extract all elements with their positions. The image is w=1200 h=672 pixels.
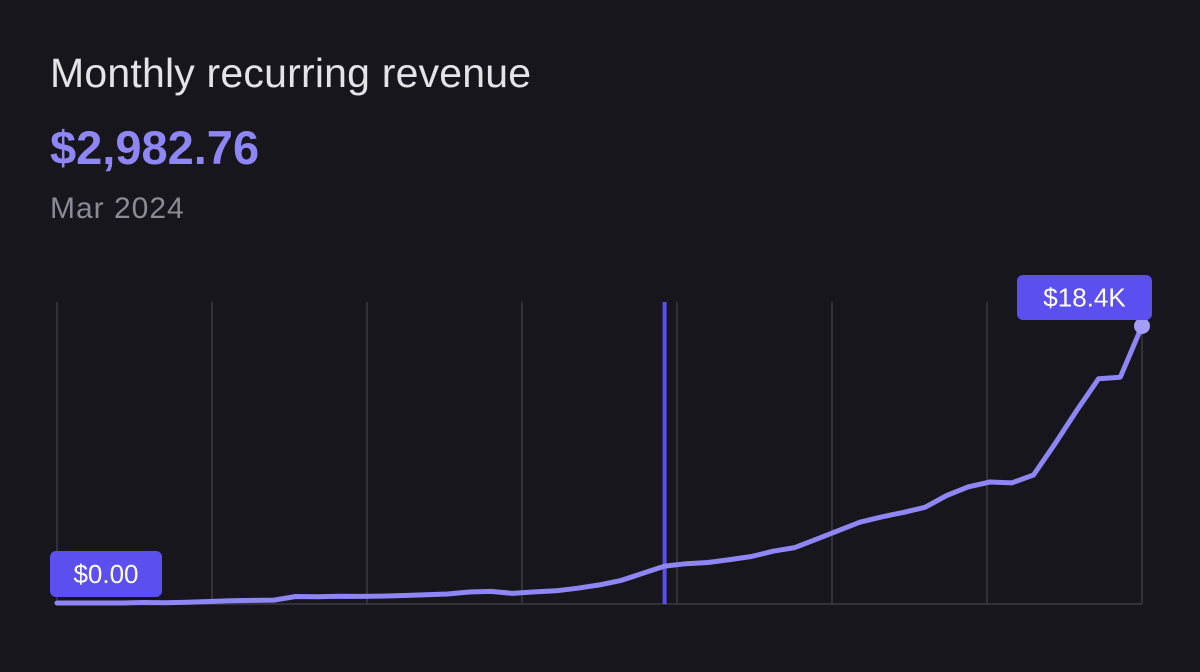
current-value: $2,982.76 [50,121,260,174]
chart-title: Monthly recurring revenue [50,50,532,96]
current-date: Mar 2024 [50,192,185,225]
end-point [1134,318,1150,334]
start-value-pill: $0.00 [50,551,162,597]
grid-layer [56,302,1143,605]
end-value-label: $18.4K [1043,283,1126,313]
start-pill-bg [50,551,162,597]
start-value-label: $0.00 [73,559,138,589]
end-pill-bg [1017,275,1152,320]
end-value-pill: $18.4K [1017,275,1152,320]
series-line [54,323,1145,606]
